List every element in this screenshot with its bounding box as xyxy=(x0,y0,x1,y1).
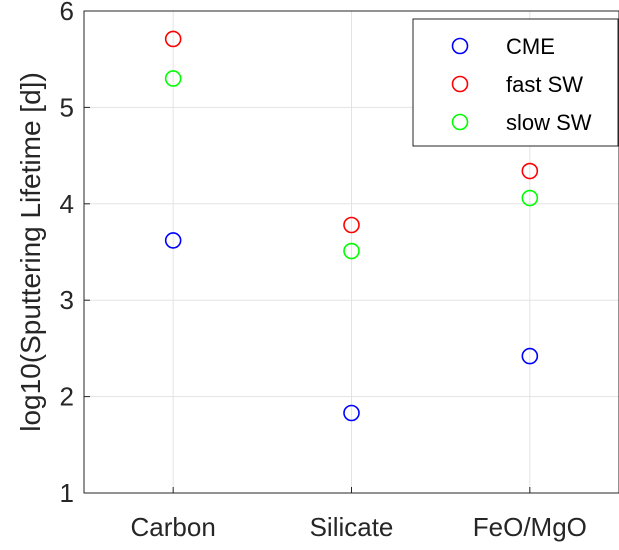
data-point-cme xyxy=(164,232,182,249)
data-point-slow-sw xyxy=(343,242,360,260)
legend-label: fast SW xyxy=(506,72,583,97)
legend-marker xyxy=(451,37,469,55)
legend-marker xyxy=(451,75,469,93)
data-point-slow-sw xyxy=(164,70,182,87)
data-point-fast-sw xyxy=(164,30,182,48)
legend: CME fast SW slow SW xyxy=(412,18,619,147)
data-point-fast-sw xyxy=(521,162,539,180)
x-axis-ticks: Carbon Silicate FeO/MgO xyxy=(131,487,587,542)
data-point-cme xyxy=(521,347,539,365)
legend-marker xyxy=(451,113,469,131)
x-tick-label: FeO/MgO xyxy=(473,512,587,542)
data-point-slow-sw xyxy=(521,189,539,207)
data-point-cme xyxy=(343,404,360,422)
legend-box xyxy=(412,18,619,147)
y-tick-label: 6 xyxy=(60,0,74,26)
y-axis-label: log10(Sputtering Lifetime [d]) xyxy=(15,72,46,432)
data-points xyxy=(164,30,539,422)
y-tick-label: 1 xyxy=(60,478,74,508)
y-axis-ticks: 1 2 3 4 5 6 xyxy=(60,0,90,508)
y-tick-label: 2 xyxy=(60,382,74,412)
y-tick-label: 3 xyxy=(60,285,74,315)
data-point-fast-sw xyxy=(343,216,360,234)
x-tick-label: Carbon xyxy=(131,512,216,542)
y-tick-label: 4 xyxy=(60,189,74,219)
x-tick-label: Silicate xyxy=(310,512,394,542)
legend-label: CME xyxy=(506,34,555,59)
legend-label: slow SW xyxy=(506,110,592,135)
y-tick-label: 5 xyxy=(60,92,74,122)
